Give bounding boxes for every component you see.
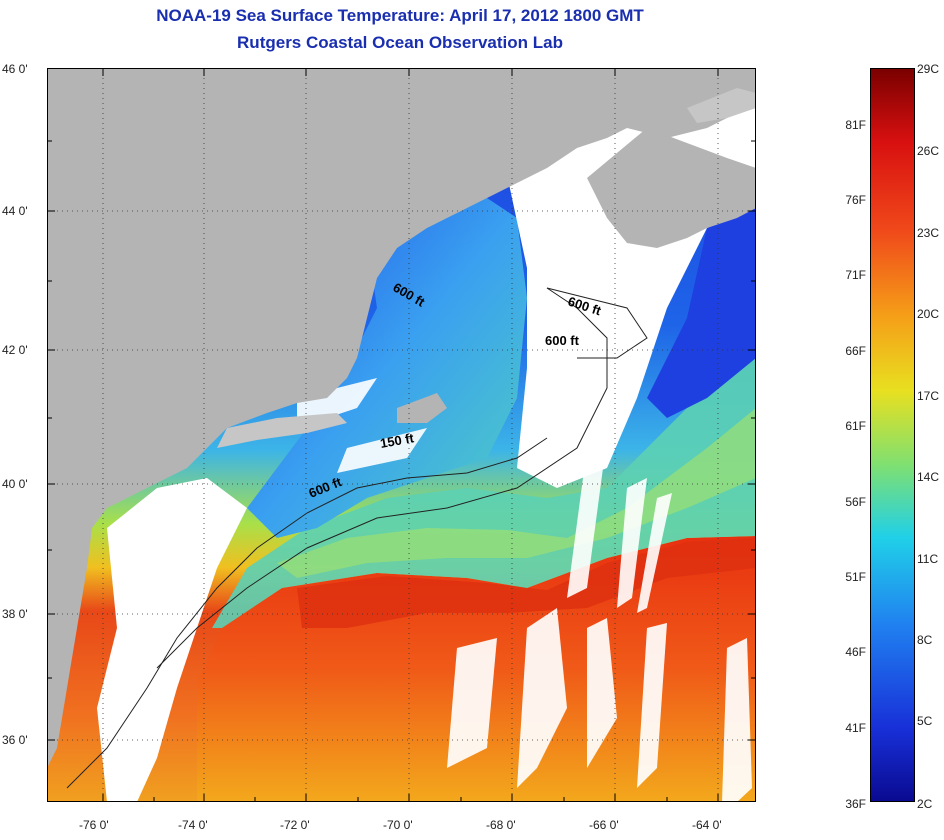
cb-f-56: 56F bbox=[845, 495, 866, 509]
lon-label-66: -66 0' bbox=[589, 818, 619, 832]
lon-label-68: -68 0' bbox=[486, 818, 516, 832]
lon-label-70: -70 0' bbox=[383, 818, 413, 832]
cloud-streak-9 bbox=[637, 623, 667, 788]
cb-c-20: 20C bbox=[917, 307, 940, 321]
lat-label-46: 46 0' bbox=[2, 62, 28, 76]
slope-water bbox=[277, 408, 756, 578]
lon-label-64: -64 0' bbox=[692, 818, 722, 832]
cb-c-17: 17C bbox=[917, 389, 940, 403]
contour-label-600-c: 600 ft bbox=[545, 333, 580, 348]
cloud-mask-coastal bbox=[97, 478, 247, 802]
cb-f-46: 46F bbox=[845, 645, 866, 659]
scotian-shelf-water bbox=[647, 208, 756, 418]
map-title: NOAA-19 Sea Surface Temperature: April 1… bbox=[156, 6, 644, 25]
land-long-island bbox=[217, 413, 347, 448]
land-pei bbox=[687, 88, 756, 123]
contour-600ft bbox=[156, 287, 608, 669]
land-nova-scotia bbox=[587, 128, 756, 248]
lon-label-76: -76 0' bbox=[79, 818, 109, 832]
cb-f-41: 41F bbox=[845, 721, 866, 735]
colorbar-gradient bbox=[870, 68, 915, 802]
cb-f-51: 51F bbox=[845, 570, 866, 584]
land-cape-cod bbox=[397, 393, 447, 423]
cb-c-26: 26C bbox=[917, 144, 940, 158]
cloud-streak-10 bbox=[722, 638, 752, 802]
temperature-colorbar bbox=[870, 68, 915, 802]
cb-f-76: 76F bbox=[845, 193, 866, 207]
cb-c-5: 5C bbox=[917, 714, 933, 728]
cloud-streak-4 bbox=[617, 478, 647, 608]
cb-c-11: 11C bbox=[917, 552, 939, 566]
lon-label-74: -74 0' bbox=[178, 818, 208, 832]
map-border bbox=[47, 68, 756, 802]
cloud-streak-5 bbox=[637, 493, 672, 613]
lat-label-42: 42 0' bbox=[2, 343, 28, 357]
contour-label-150: 150 ft bbox=[379, 430, 416, 451]
contour-600ft-georges bbox=[546, 287, 648, 359]
cb-c-23: 23C bbox=[917, 226, 940, 240]
cold-shelf-water bbox=[247, 198, 527, 538]
graticule bbox=[47, 68, 756, 802]
cloud-streak-2 bbox=[337, 428, 427, 473]
cb-c-8: 8C bbox=[917, 633, 933, 647]
map-subtitle: Rutgers Coastal Ocean Observation Lab bbox=[237, 33, 563, 52]
cb-c-29: 29C bbox=[917, 62, 940, 76]
land-mainland bbox=[47, 68, 756, 768]
cb-c-2: 2C bbox=[917, 797, 933, 811]
cloud-streak-8 bbox=[587, 618, 617, 768]
cb-f-36: 36F bbox=[845, 797, 866, 811]
lat-label-44: 44 0' bbox=[2, 204, 28, 218]
warm-core bbox=[297, 538, 756, 628]
sst-map: 600 ft 600 ft 600 ft 150 ft 600 ft bbox=[47, 68, 756, 802]
cloud-streak-6 bbox=[447, 638, 497, 768]
cb-f-66: 66F bbox=[845, 344, 866, 358]
lat-label-40: 40 0' bbox=[2, 477, 28, 491]
cloud-streak-7 bbox=[517, 608, 567, 788]
cb-c-14: 14C bbox=[917, 470, 940, 484]
contour-150ft bbox=[66, 437, 548, 789]
cb-f-71: 71F bbox=[845, 268, 866, 282]
lat-label-36: 36 0' bbox=[2, 733, 28, 747]
cb-f-81: 81F bbox=[845, 118, 866, 132]
cloud-streak-3 bbox=[567, 438, 607, 598]
lon-label-72: -72 0' bbox=[280, 818, 310, 832]
lat-label-38: 38 0' bbox=[2, 607, 28, 621]
cb-f-61: 61F bbox=[845, 419, 866, 433]
